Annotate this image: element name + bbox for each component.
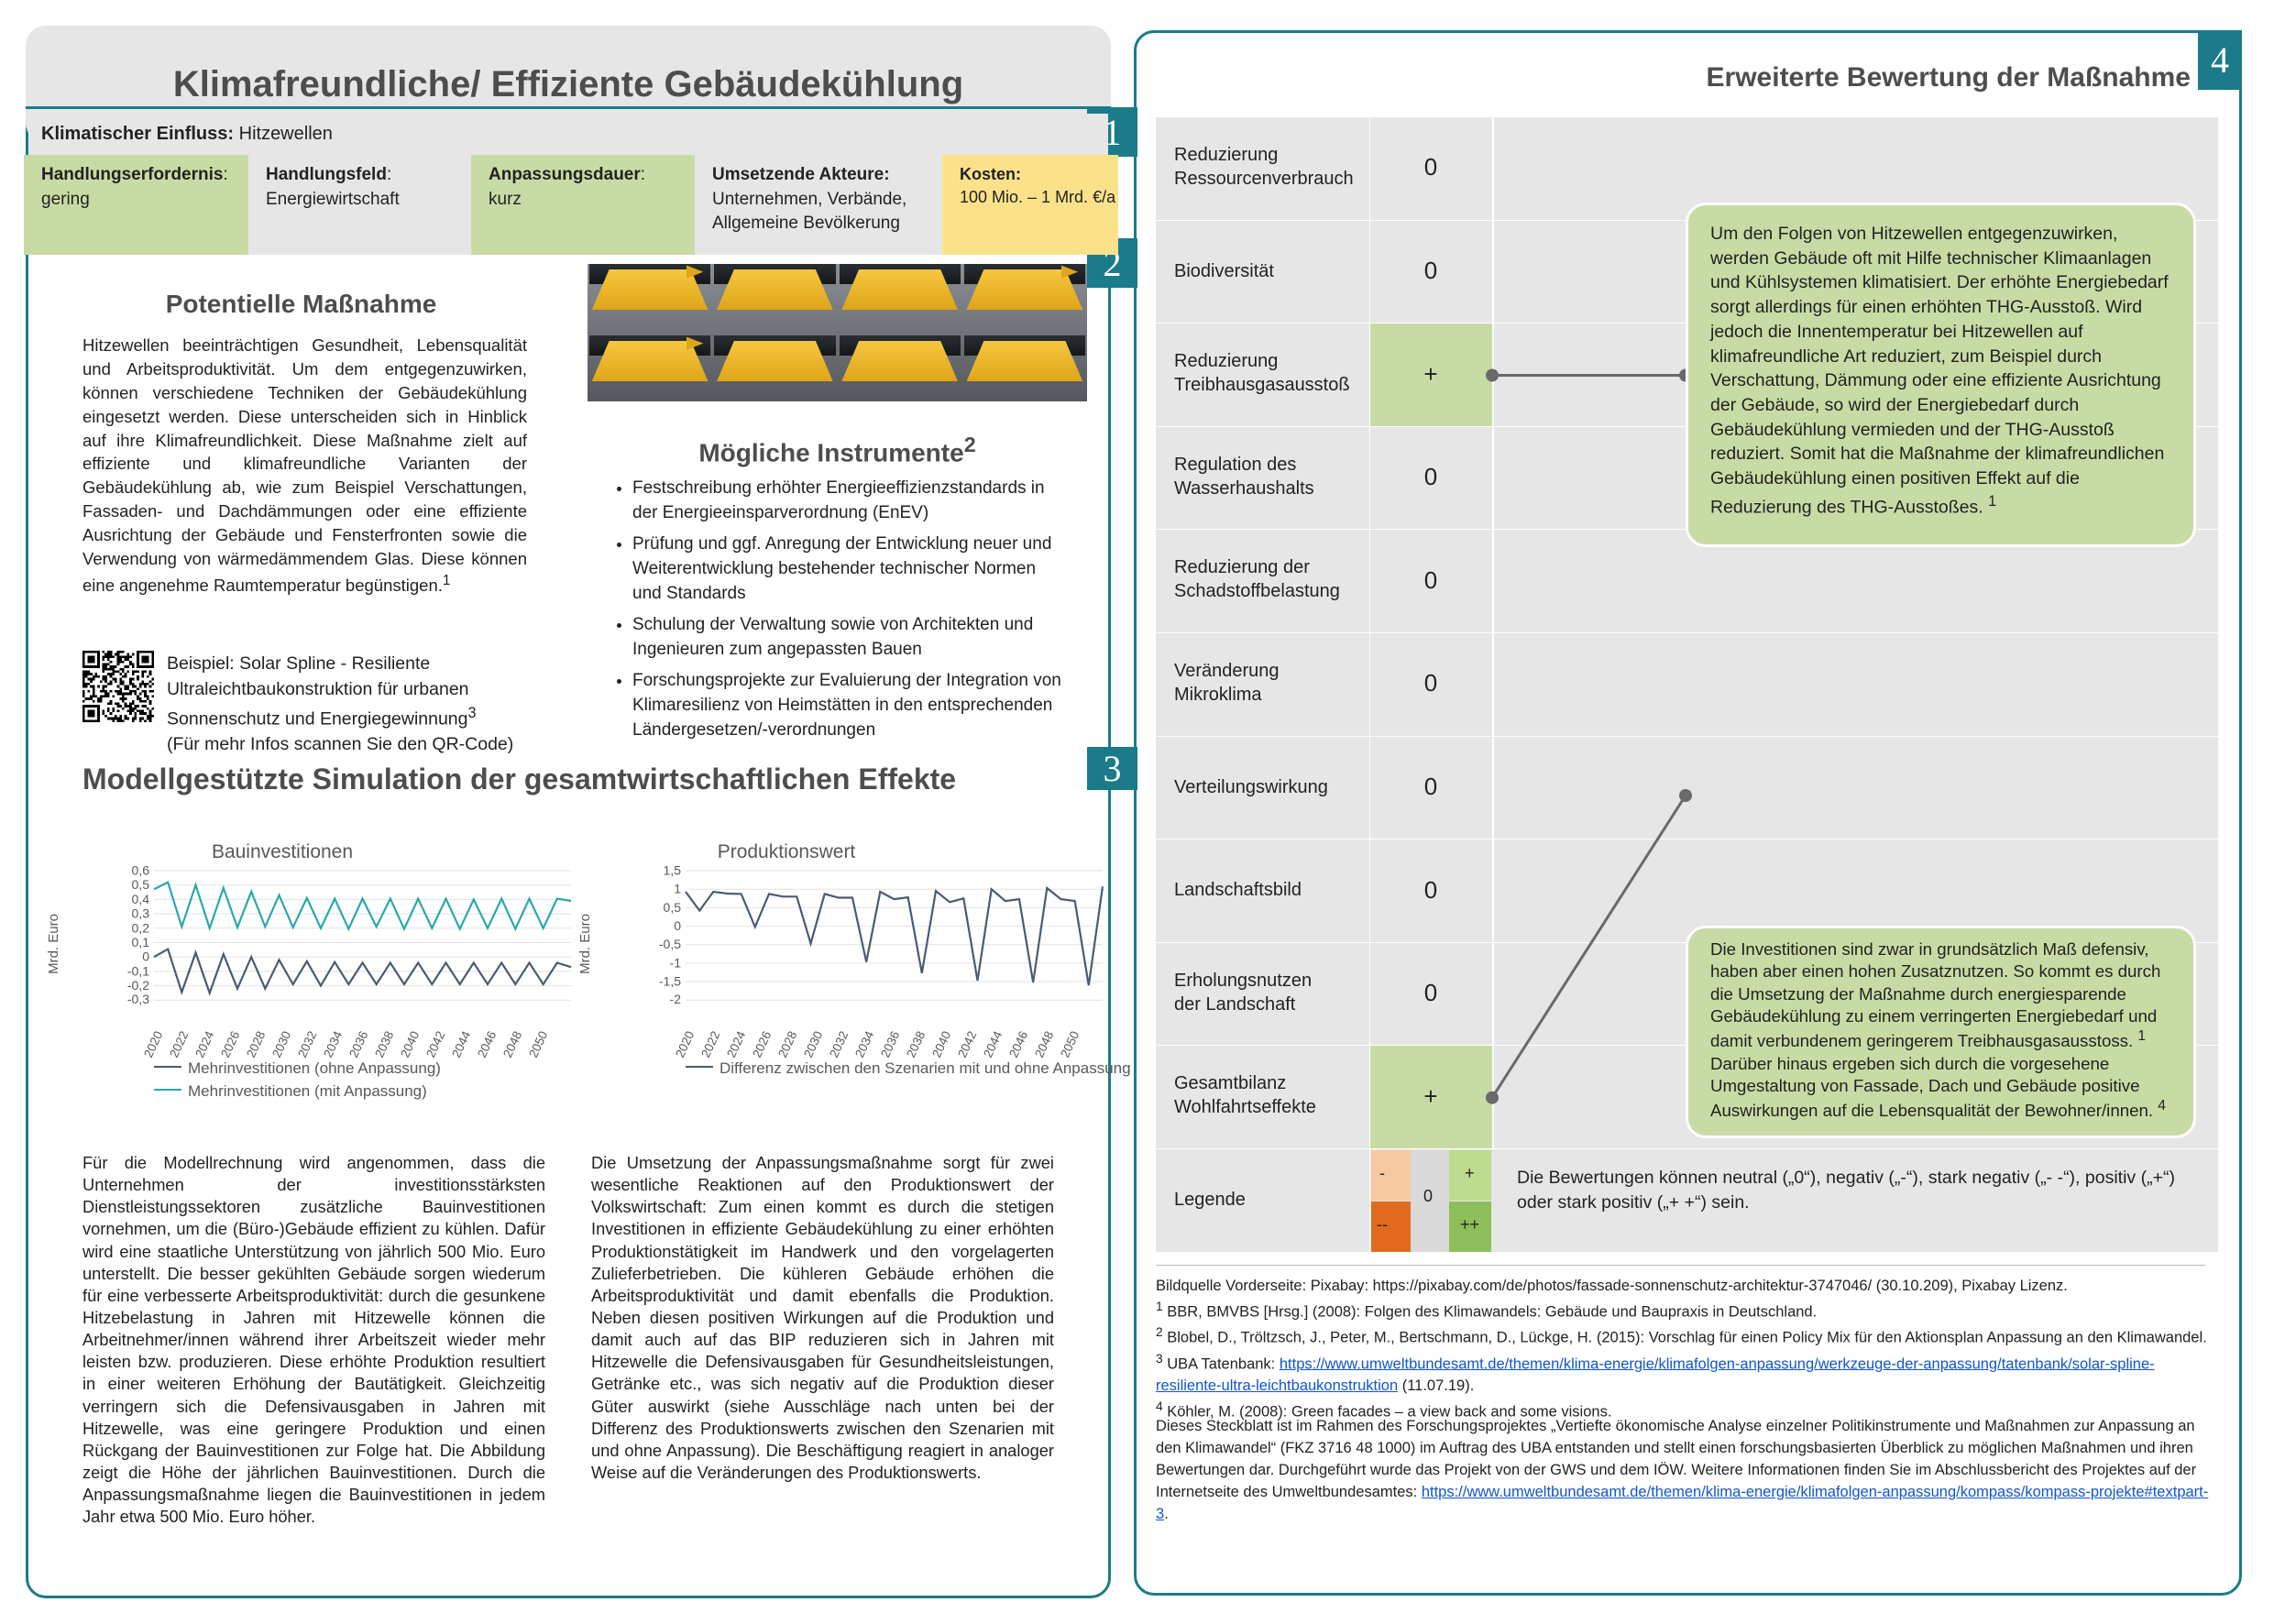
svg-text:0,5: 0,5 [132,877,150,892]
svg-text:-1: -1 [670,955,682,970]
svg-text:2046: 2046 [475,1029,499,1060]
svg-text:-0,5: -0,5 [659,937,681,951]
svg-text:2032: 2032 [295,1029,319,1060]
svg-text:-1,5: -1,5 [659,974,681,989]
svg-text:0,3: 0,3 [132,906,150,921]
svg-text:-0,1: -0,1 [127,963,149,978]
svg-text:2034: 2034 [852,1028,876,1059]
svg-text:0,5: 0,5 [664,900,682,915]
svg-text:2028: 2028 [244,1029,268,1060]
svg-text:2022: 2022 [698,1029,722,1060]
svg-text:0,1: 0,1 [132,935,150,949]
svg-text:0: 0 [142,949,149,964]
svg-text:2034: 2034 [321,1028,345,1059]
svg-text:-0,3: -0,3 [127,992,149,1006]
svg-text:2040: 2040 [398,1029,422,1060]
svg-text:Mrd. Euro: Mrd. Euro [46,914,61,974]
svg-text:2050: 2050 [526,1029,550,1060]
svg-text:2044: 2044 [449,1028,473,1059]
svg-text:2026: 2026 [218,1029,242,1060]
svg-text:2024: 2024 [724,1028,748,1059]
svg-text:2030: 2030 [269,1029,293,1060]
svg-text:2030: 2030 [801,1029,825,1060]
svg-text:2048: 2048 [1032,1029,1056,1060]
svg-text:2022: 2022 [167,1029,191,1060]
svg-text:1,5: 1,5 [664,863,682,878]
svg-text:2048: 2048 [500,1029,524,1060]
svg-text:2032: 2032 [827,1029,851,1060]
svg-text:2024: 2024 [192,1028,216,1059]
svg-text:2038: 2038 [904,1029,928,1060]
svg-text:2036: 2036 [346,1029,370,1060]
svg-text:2040: 2040 [929,1029,953,1060]
svg-text:1: 1 [674,882,681,896]
svg-text:2042: 2042 [423,1029,447,1060]
svg-text:2044: 2044 [981,1028,1005,1059]
svg-text:2026: 2026 [750,1029,774,1060]
svg-text:2050: 2050 [1058,1029,1082,1060]
svg-text:0,4: 0,4 [132,892,150,906]
svg-text:2042: 2042 [955,1029,979,1060]
svg-text:2046: 2046 [1006,1029,1030,1060]
svg-text:-2: -2 [670,992,682,1006]
svg-text:Mrd. Euro: Mrd. Euro [577,914,593,974]
svg-text:0,2: 0,2 [132,920,150,935]
svg-text:2038: 2038 [372,1029,396,1060]
svg-text:2036: 2036 [878,1029,902,1060]
svg-text:0,6: 0,6 [132,863,150,878]
svg-text:-0,2: -0,2 [127,978,149,993]
svg-text:2028: 2028 [775,1029,799,1060]
svg-text:0: 0 [674,918,681,933]
